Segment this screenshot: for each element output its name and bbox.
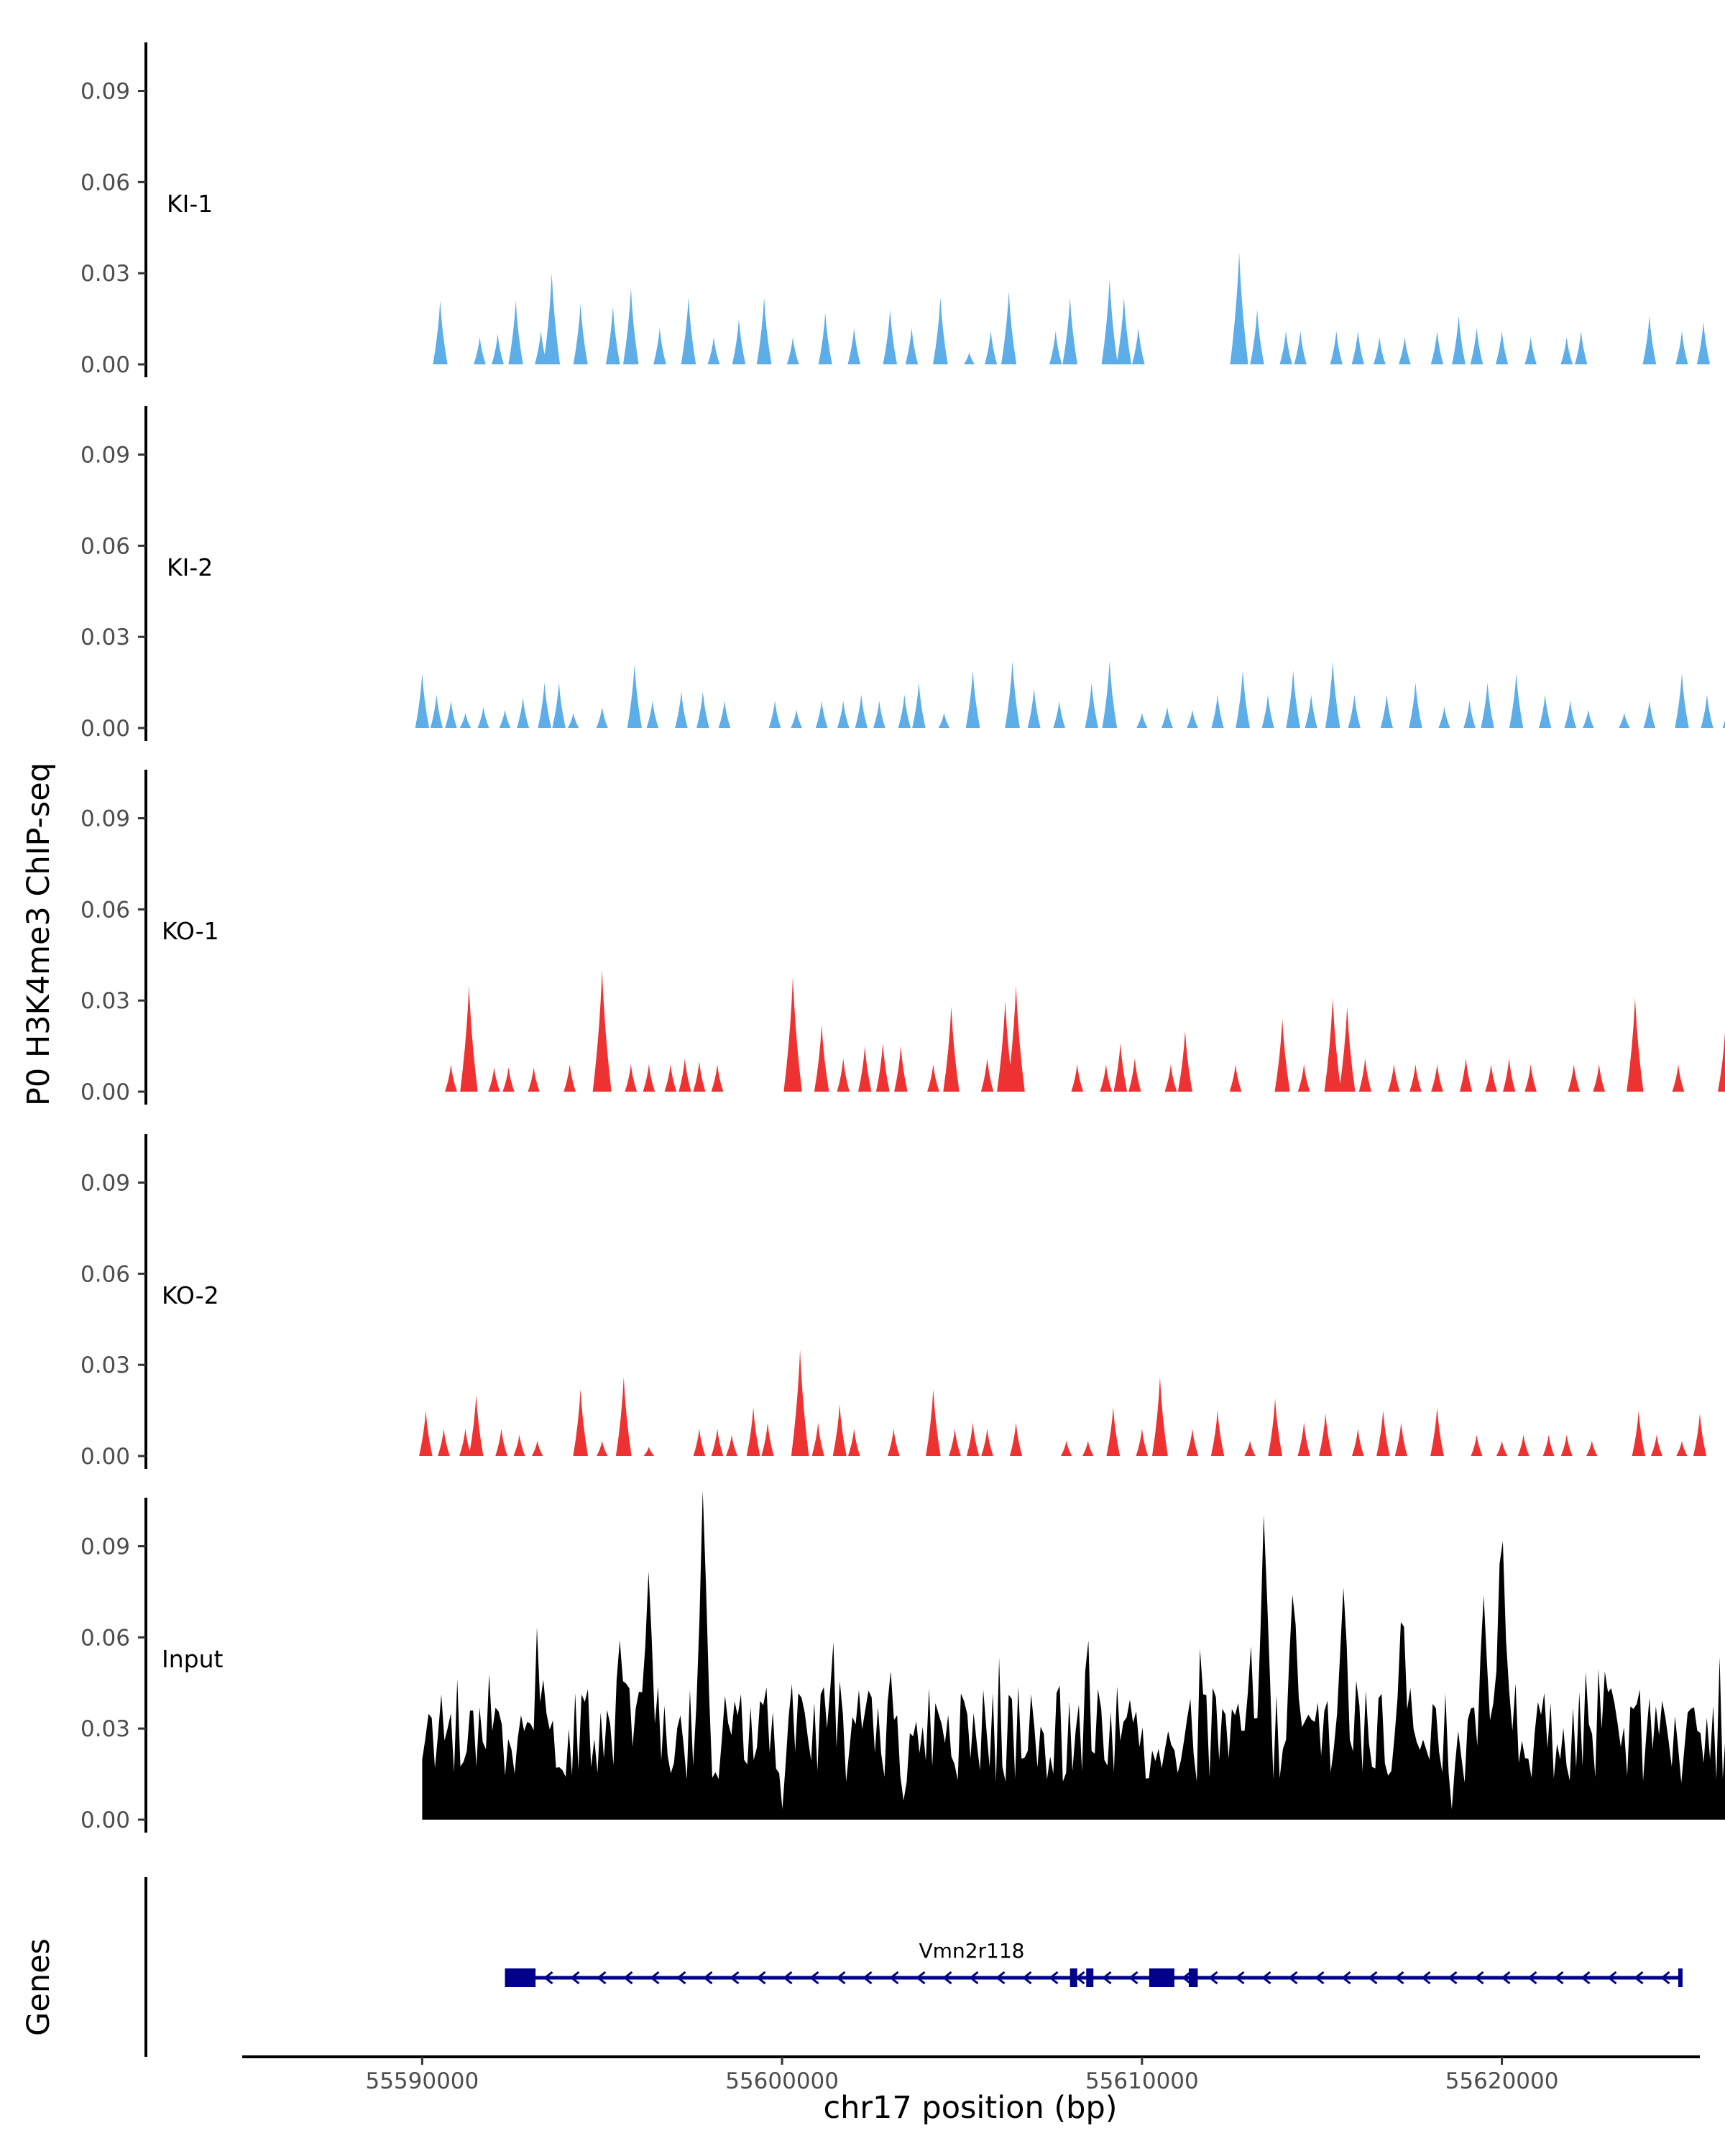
strand-arrow <box>676 1971 686 1985</box>
track-label: KO-1 <box>162 917 219 945</box>
strand-arrow <box>1554 1971 1564 1985</box>
strand-arrow <box>1421 1971 1431 1985</box>
strand-arrow <box>1102 1971 1112 1985</box>
y-tick-label: 0.09 <box>80 1534 130 1560</box>
y-tick-label: 0.00 <box>80 352 130 378</box>
strand-arrow <box>1128 1971 1138 1985</box>
track-panel-ki-2: 0.00 0.03 0.06 0.09 KI-2 <box>80 406 1725 742</box>
strand-arrow <box>703 1971 713 1985</box>
genes-title: Genes <box>21 1938 57 2036</box>
x-tick-label: 55610000 <box>1085 2068 1199 2094</box>
strand-arrow <box>1049 1971 1059 1985</box>
strand-arrow <box>1474 1971 1484 1985</box>
gene-exon <box>1188 1968 1198 1987</box>
signal-area-input <box>422 1490 1725 1820</box>
strand-arrow <box>543 1971 553 1985</box>
strand-arrow <box>809 1971 819 1985</box>
y-axis-title: P0 H3K4me3 ChIP-seq <box>21 763 57 1106</box>
track-panel-ki-1: 0.00 0.03 0.06 0.09 KI-1 <box>80 42 1711 378</box>
strand-arrow <box>730 1971 740 1985</box>
track-label: KI-2 <box>167 553 213 581</box>
strand-arrow <box>1182 1971 1192 1985</box>
strand-arrow <box>836 1971 846 1985</box>
y-tick-label: 0.06 <box>80 1261 130 1287</box>
strand-arrow <box>756 1971 766 1985</box>
y-tick-label: 0.09 <box>80 806 130 832</box>
strand-arrow <box>783 1971 793 1985</box>
gene-exon <box>1086 1968 1094 1987</box>
strand-arrow <box>1208 1971 1218 1985</box>
signal-area-ki-1 <box>433 252 1711 364</box>
y-tick-label: 0.09 <box>80 443 130 469</box>
strand-arrow <box>1288 1971 1298 1985</box>
y-tick-label: 0.06 <box>80 170 130 195</box>
strand-arrow <box>1527 1971 1537 1985</box>
strand-arrow <box>1261 1971 1271 1985</box>
y-tick-label: 0.06 <box>80 1625 130 1651</box>
gene-exon <box>505 1968 536 1987</box>
x-tick-label: 55600000 <box>725 2068 839 2094</box>
strand-arrow <box>1607 1971 1617 1985</box>
y-tick-label: 0.03 <box>80 1353 130 1378</box>
gene-name-label: Vmn2r118 <box>919 1939 1025 1963</box>
y-tick-label: 0.03 <box>80 1716 130 1742</box>
y-tick-label: 0.09 <box>80 1171 130 1197</box>
strand-arrow <box>969 1971 979 1985</box>
strand-arrow <box>916 1971 926 1985</box>
x-tick-label: 55620000 <box>1445 2068 1559 2094</box>
signal-area-ko-1 <box>445 969 1725 1092</box>
track-panel-ko-2: 0.00 0.03 0.06 0.09 KO-2 <box>80 1134 1707 1470</box>
strand-arrow <box>1235 1971 1245 1985</box>
strand-arrow <box>995 1971 1006 1985</box>
strand-arrow <box>1394 1971 1404 1985</box>
y-tick-label: 0.09 <box>80 79 130 105</box>
y-tick-label: 0.03 <box>80 261 130 287</box>
y-tick-label: 0.03 <box>80 625 130 650</box>
y-tick-label: 0.00 <box>80 716 130 742</box>
strand-arrow <box>1368 1971 1378 1985</box>
strand-arrow <box>942 1971 952 1985</box>
strand-arrow <box>862 1971 873 1985</box>
gene-exon <box>1149 1968 1174 1987</box>
strand-arrow <box>597 1971 607 1985</box>
track-panels: 0.00 0.03 0.06 0.09 KI-1 0.00 0.03 0.06 0.09 KI-2… <box>80 42 1725 1833</box>
strand-arrow <box>650 1971 660 1985</box>
x-axis-title: chr17 position (bp) <box>823 2090 1117 2126</box>
strand-arrow <box>1341 1971 1351 1985</box>
strand-arrow <box>1022 1971 1032 1985</box>
y-tick-label: 0.00 <box>80 1444 130 1470</box>
signal-area-ki-2 <box>415 661 1725 728</box>
genes-panel: Vmn2r118 <box>144 1877 1683 2057</box>
strand-arrow <box>1634 1971 1644 1985</box>
strand-arrow <box>889 1971 899 1985</box>
y-tick-label: 0.06 <box>80 897 130 923</box>
strand-arrow <box>623 1971 633 1985</box>
y-tick-label: 0.06 <box>80 533 130 559</box>
y-tick-label: 0.00 <box>80 1807 130 1833</box>
strand-arrow <box>1581 1971 1591 1985</box>
strand-arrow <box>1315 1971 1325 1985</box>
strand-arrow <box>1501 1971 1511 1985</box>
gene-exon <box>1070 1968 1077 1987</box>
track-panel-ko-1: 0.00 0.03 0.06 0.09 KO-1 <box>80 770 1725 1105</box>
y-tick-label: 0.00 <box>80 1079 130 1105</box>
track-label: KO-2 <box>162 1281 219 1309</box>
x-tick-label: 55590000 <box>365 2068 479 2094</box>
gene-exon <box>1678 1968 1683 1987</box>
x-axis: 55590000 55600000 55610000 55620000 <box>242 2055 1700 2094</box>
strand-arrow <box>1448 1971 1458 1985</box>
y-tick-label: 0.03 <box>80 988 130 1014</box>
track-label: Input <box>162 1645 224 1673</box>
track-label: KI-1 <box>167 190 213 218</box>
signal-area-ko-2 <box>419 1350 1707 1456</box>
strand-arrow <box>570 1971 580 1985</box>
gene-model: Vmn2r118 <box>505 1939 1683 1987</box>
strand-arrow <box>1660 1971 1670 1985</box>
track-panel-input: 0.00 0.03 0.06 0.09 Input <box>80 1490 1725 1833</box>
